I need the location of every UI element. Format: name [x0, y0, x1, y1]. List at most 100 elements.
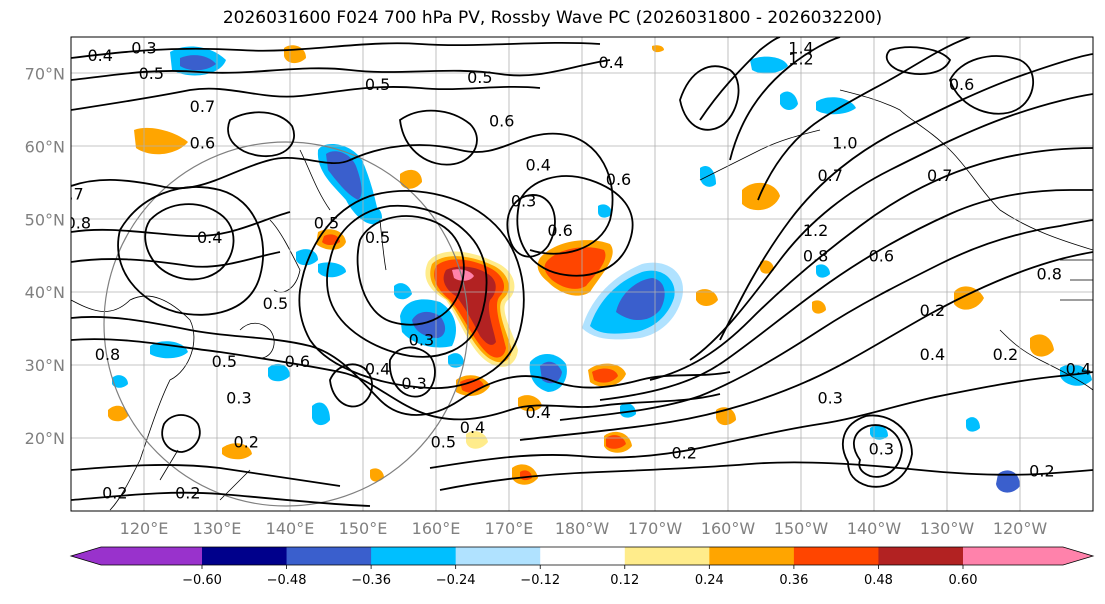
colorbar-extend-low: [71, 547, 102, 565]
latitude-axis: 70°N 60°N 50°N 40°N 30°N 20°N: [25, 64, 65, 448]
colorbar-segment: [540, 547, 626, 565]
contour-label: 0.4: [197, 228, 222, 247]
colorbar: −0.60 −0.48 −0.36 −0.24 −0.12 0.12 0.24 0.36 0.4…: [69, 546, 1095, 588]
lon-tick-label: 180°W: [555, 519, 610, 538]
contour-label: 0.2: [233, 432, 258, 451]
contour-label: 0.5: [314, 214, 339, 233]
contour-label: 0.2: [993, 345, 1018, 364]
lon-tick-label: 150°E: [339, 519, 388, 538]
range-circle: [103, 141, 469, 507]
contour-label: 0.5: [263, 294, 288, 313]
contour-label: 0.6: [949, 75, 974, 94]
contour-label: 0.6: [547, 221, 572, 240]
contour-label: 0.7: [58, 184, 83, 203]
lon-tick-label: 160°W: [701, 519, 756, 538]
lat-tick-label: 70°N: [25, 64, 65, 83]
contour-label: 0.4: [920, 345, 945, 364]
lon-tick-label: 160°E: [412, 519, 461, 538]
positive-anomaly-200w: [742, 182, 780, 211]
colorbar-tick-label: −0.60: [182, 573, 222, 588]
colorbar-segment: [709, 547, 795, 565]
contour-label: 0.4: [87, 46, 112, 65]
colorbar-tick-label: 0.60: [949, 573, 978, 588]
negative-anomaly-170w: [582, 262, 683, 340]
lat-tick-label: 60°N: [25, 137, 65, 156]
gridlines: [71, 37, 1093, 511]
longitude-axis: 120°E 130°E 140°E 150°E 160°E 170°E 180°W 170°W…: [120, 519, 1048, 538]
contour-label: 0.5: [139, 64, 164, 83]
contour-label: 0.2: [1029, 462, 1054, 481]
contour-labels: 0.30.40.50.5 0.50.60.41.41.20.61.00.7 0.70…: [58, 39, 1091, 503]
contour-label: 0.7: [927, 166, 952, 185]
colorbar-tick-label: 0.24: [695, 573, 724, 588]
lat-tick-label: 30°N: [25, 356, 65, 375]
lon-tick-label: 140°W: [847, 519, 902, 538]
colorbar-segment: [455, 547, 541, 565]
contour-label: 0.3: [401, 374, 426, 393]
colorbar-tick-label: 0.12: [610, 573, 639, 588]
lon-tick-label: 130°E: [193, 519, 242, 538]
contour-label: 0.6: [489, 112, 514, 131]
lat-tick-label: 50°N: [25, 210, 65, 229]
contour-label: 0.4: [525, 403, 550, 422]
map-title: 2026031600 F024 700 hPa PV, Rossby Wave …: [222, 8, 883, 28]
colorbar-segment: [101, 547, 202, 565]
contour-label: 0.6: [869, 246, 894, 265]
colorbar-tick-label: −0.12: [520, 573, 560, 588]
contour-label: 0.5: [212, 352, 237, 371]
colorbar-extend-high: [1062, 547, 1093, 565]
lon-tick-label: 130°W: [920, 519, 975, 538]
colorbar-segment: [202, 547, 288, 565]
contour-label: 0.3: [131, 39, 156, 58]
contour-label: 0.5: [365, 75, 390, 94]
lon-tick-label: 120°W: [993, 519, 1048, 538]
colorbar-tick-label: −0.36: [351, 573, 391, 588]
contour-label: 0.3: [817, 389, 842, 408]
contour-label: 0.4: [598, 53, 623, 72]
contour-label: 0.7: [817, 166, 842, 185]
contour-label: 0.3: [409, 330, 434, 349]
colorbar-tick-label: −0.48: [267, 573, 307, 588]
contour-label: 0.5: [467, 68, 492, 87]
colorbar-segment: [878, 547, 964, 565]
contour-label: 1.4: [788, 39, 813, 58]
colorbar-segment: [793, 547, 879, 565]
colorbar-segment: [963, 547, 1063, 565]
colorbar-outline: [69, 546, 1095, 566]
colorbar-tick-label: 0.36: [779, 573, 808, 588]
contour-label: 0.6: [190, 133, 215, 152]
contour-label: 1.0: [832, 133, 857, 152]
lon-tick-label: 140°E: [266, 519, 315, 538]
contour-label: 0.4: [365, 359, 390, 378]
lon-tick-label: 150°W: [774, 519, 829, 538]
contour-label: 0.4: [525, 155, 550, 174]
lat-tick-label: 40°N: [25, 283, 65, 302]
contour-label: 1.2: [788, 50, 813, 69]
lon-tick-label: 170°W: [628, 519, 683, 538]
contour-label: 0.2: [102, 483, 127, 502]
contour-label: 0.2: [671, 443, 696, 462]
contour-label: 1.2: [803, 221, 828, 240]
positive-anomaly-dateline: [425, 251, 518, 367]
pv-anomaly-shading: [108, 45, 1092, 493]
contour-label: 0.8: [1036, 265, 1061, 284]
contour-label: 0.8: [95, 345, 120, 364]
contour-label: 0.2: [920, 301, 945, 320]
colorbar-tick-label: −0.24: [436, 573, 476, 588]
contour-label: 0.3: [226, 389, 251, 408]
contour-label: 0.8: [803, 246, 828, 265]
pv-contours: [71, 37, 1093, 507]
contour-label: 0.6: [606, 170, 631, 189]
contour-label: 0.4: [1066, 359, 1091, 378]
colorbar-segment: [624, 547, 710, 565]
map-border: [70, 36, 1094, 512]
contour-label: 0.5: [365, 228, 390, 247]
contour-label: 0.7: [190, 97, 215, 116]
contour-label: 0.3: [869, 440, 894, 459]
contour-label: 0.2: [175, 483, 200, 502]
contour-label: 0.3: [511, 192, 536, 211]
colorbar-tick-label: 0.48: [864, 573, 893, 588]
lat-tick-label: 20°N: [25, 429, 65, 448]
colorbar-segment: [286, 547, 372, 565]
